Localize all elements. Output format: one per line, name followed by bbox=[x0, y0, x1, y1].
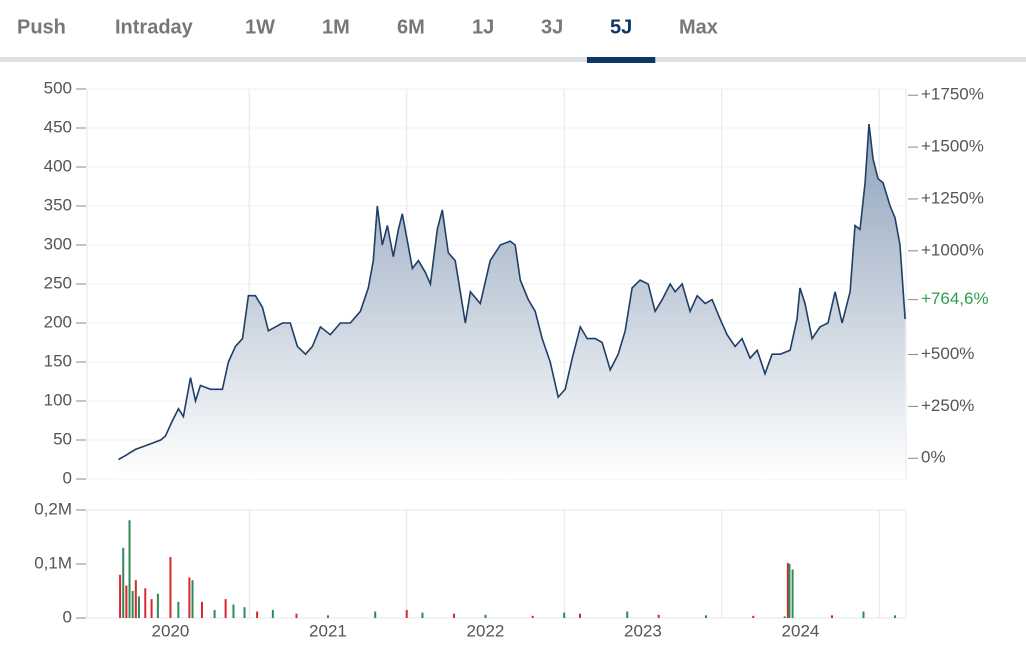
volume-bar bbox=[788, 564, 791, 618]
price-area bbox=[118, 124, 906, 479]
y2-tick-label: +1250% bbox=[921, 188, 984, 207]
volume-bar bbox=[256, 611, 259, 618]
volume-bar bbox=[156, 593, 159, 618]
y-tick-label: 200 bbox=[44, 312, 72, 331]
volume-bar bbox=[169, 556, 172, 618]
y-tick-label: 0,1M bbox=[34, 553, 72, 572]
plot-frame bbox=[86, 509, 907, 619]
volume-bar bbox=[786, 562, 789, 618]
volume-bar bbox=[752, 615, 755, 618]
tab-bar-border bbox=[0, 57, 1026, 62]
y-tick-label: 100 bbox=[44, 390, 72, 409]
x-tick-label: 2024 bbox=[782, 621, 820, 640]
tab[interactable]: 3J bbox=[541, 16, 563, 38]
volume-bar bbox=[119, 574, 122, 618]
volume-bar bbox=[144, 588, 147, 618]
x-tick-label: 2020 bbox=[152, 621, 190, 640]
y-tick-label: 250 bbox=[44, 273, 72, 292]
volume-bar bbox=[578, 613, 581, 618]
volume-bar bbox=[830, 615, 833, 618]
active-tab-underline bbox=[587, 57, 656, 63]
y-tick-label: 350 bbox=[44, 195, 72, 214]
volume-bar bbox=[531, 615, 534, 618]
volume-bar bbox=[657, 614, 660, 618]
volume-bar bbox=[791, 569, 794, 618]
x-tick-label: 2023 bbox=[624, 621, 662, 640]
volume-bar bbox=[122, 547, 125, 618]
tab[interactable]: 1J bbox=[472, 16, 494, 38]
volume-bar bbox=[128, 520, 131, 618]
volume-bar bbox=[626, 611, 629, 618]
volume-bar bbox=[452, 613, 455, 618]
y-tick-label: 150 bbox=[44, 351, 72, 370]
volume-bar bbox=[893, 615, 896, 618]
tab[interactable]: 5J bbox=[610, 16, 632, 38]
y-tick-label: 450 bbox=[44, 117, 72, 136]
y-tick-label: 0,2M bbox=[34, 499, 72, 518]
tab[interactable]: 1M bbox=[322, 16, 350, 38]
y-tick-label: 0 bbox=[63, 607, 72, 626]
tab[interactable]: Max bbox=[679, 16, 718, 38]
y2-tick-label: +1000% bbox=[921, 240, 984, 259]
y2-tick-label: +500% bbox=[921, 344, 974, 363]
volume-bar bbox=[374, 611, 377, 618]
volume-bar bbox=[704, 615, 707, 618]
price-line bbox=[118, 124, 906, 461]
volume-bar bbox=[224, 599, 227, 618]
volume-bar bbox=[326, 615, 329, 618]
volume-bar bbox=[188, 577, 191, 618]
x-tick-label: 2022 bbox=[467, 621, 505, 640]
tab[interactable]: 6M bbox=[397, 16, 425, 38]
y2-tick-label: 0% bbox=[921, 448, 946, 467]
volume-bar bbox=[131, 591, 134, 618]
tab[interactable]: Intraday bbox=[115, 16, 194, 38]
volume-bar bbox=[405, 609, 408, 618]
volume-bar bbox=[862, 611, 865, 618]
volume-bar bbox=[137, 596, 140, 618]
y2-tick-label: +1500% bbox=[921, 137, 984, 156]
y-tick-label: 400 bbox=[44, 156, 72, 175]
y-tick-label: 0 bbox=[63, 468, 72, 487]
volume-bar bbox=[295, 613, 298, 618]
last-change-label: +764,6% bbox=[921, 289, 989, 308]
volume-bar bbox=[243, 607, 246, 618]
volume-bar bbox=[213, 609, 216, 618]
volume-bar bbox=[125, 585, 128, 618]
volume-bar bbox=[421, 612, 424, 618]
volume-bar bbox=[191, 580, 194, 618]
tab[interactable]: Push bbox=[17, 16, 66, 38]
volume-bar bbox=[232, 604, 235, 618]
volume-bar bbox=[783, 616, 786, 618]
volume-bar bbox=[563, 612, 566, 618]
y2-tick-label: +250% bbox=[921, 396, 974, 415]
volume-bar bbox=[150, 599, 153, 618]
y-tick-label: 300 bbox=[44, 234, 72, 253]
volume-bar bbox=[134, 580, 137, 618]
volume-bar bbox=[200, 601, 203, 618]
tab[interactable]: 1W bbox=[245, 16, 275, 38]
y-tick-label: 500 bbox=[44, 78, 72, 97]
volume-bar bbox=[484, 614, 487, 618]
volume-bar bbox=[177, 601, 180, 618]
x-tick-label: 2021 bbox=[309, 621, 347, 640]
volume-bar bbox=[271, 609, 274, 618]
y-tick-label: 50 bbox=[53, 429, 72, 448]
y2-tick-label: +1750% bbox=[921, 85, 984, 104]
